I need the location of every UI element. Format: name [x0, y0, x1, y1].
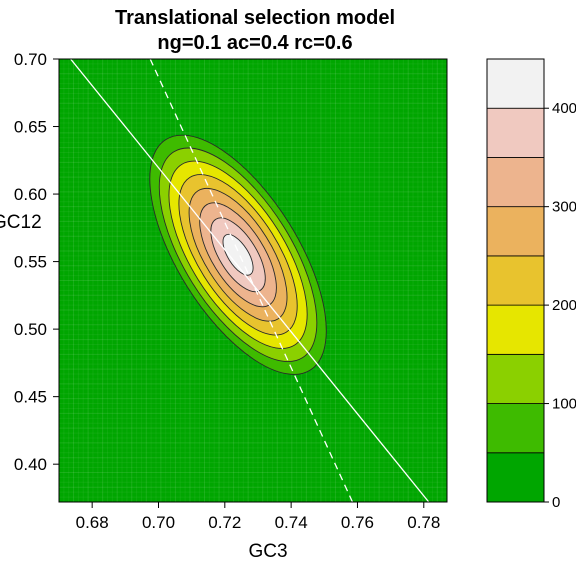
dashed-reference-line: [149, 59, 354, 502]
chart-subtitle: ng=0.1 ac=0.4 rc=0.6: [157, 32, 352, 54]
y-tick-label: 0.50: [14, 320, 47, 339]
y-tick-label: 0.70: [14, 50, 47, 69]
contour-layer: [59, 59, 447, 502]
color-key-tick-label: 0: [552, 494, 560, 511]
solid-reference-line: [70, 59, 430, 502]
color-key-tick-label: 100: [552, 396, 576, 413]
color-key-tick-label: 200: [552, 297, 576, 314]
chart-title: Translational selection model: [115, 7, 395, 29]
color-key-band: [486, 58, 545, 109]
x-tick-label: 0.68: [76, 513, 109, 532]
y-tick-label: 0.55: [14, 253, 47, 272]
color-key-band: [486, 255, 545, 306]
y-tick-label: 0.40: [14, 455, 47, 474]
x-tick-label: 0.72: [208, 513, 241, 532]
y-axis-label: GC12: [0, 212, 42, 233]
color-key-band: [486, 353, 545, 404]
color-key-tick-label: 400: [552, 100, 576, 117]
color-key: 0 100 200 300 400: [486, 58, 576, 511]
x-tick-label: 0.74: [275, 513, 308, 532]
color-key-band: [486, 452, 545, 503]
color-key-border: [486, 58, 545, 503]
color-key-tick-label: 300: [552, 199, 576, 216]
color-key-band: [486, 206, 545, 257]
reference-lines: [70, 59, 430, 502]
y-tick-label: 0.60: [14, 185, 47, 204]
color-key-band: [486, 157, 545, 208]
x-tick-label: 0.78: [407, 513, 440, 532]
y-axis: 0.40 0.45 0.50 0.55 0.60 0.65 0.70: [14, 50, 59, 474]
plot-area: [58, 58, 448, 503]
color-key-band: [486, 403, 545, 454]
contour-band: [222, 233, 254, 276]
x-tick-label: 0.76: [341, 513, 374, 532]
y-tick-label: 0.45: [14, 388, 47, 407]
x-tick-label: 0.70: [142, 513, 175, 532]
color-key-band: [486, 304, 545, 355]
x-axis: 0.68 0.70 0.72 0.74 0.76 0.78: [76, 502, 440, 532]
color-key-band: [486, 107, 545, 158]
x-axis-label: GC3: [248, 541, 287, 562]
y-tick-label: 0.65: [14, 118, 47, 137]
plot-border: [58, 58, 448, 503]
